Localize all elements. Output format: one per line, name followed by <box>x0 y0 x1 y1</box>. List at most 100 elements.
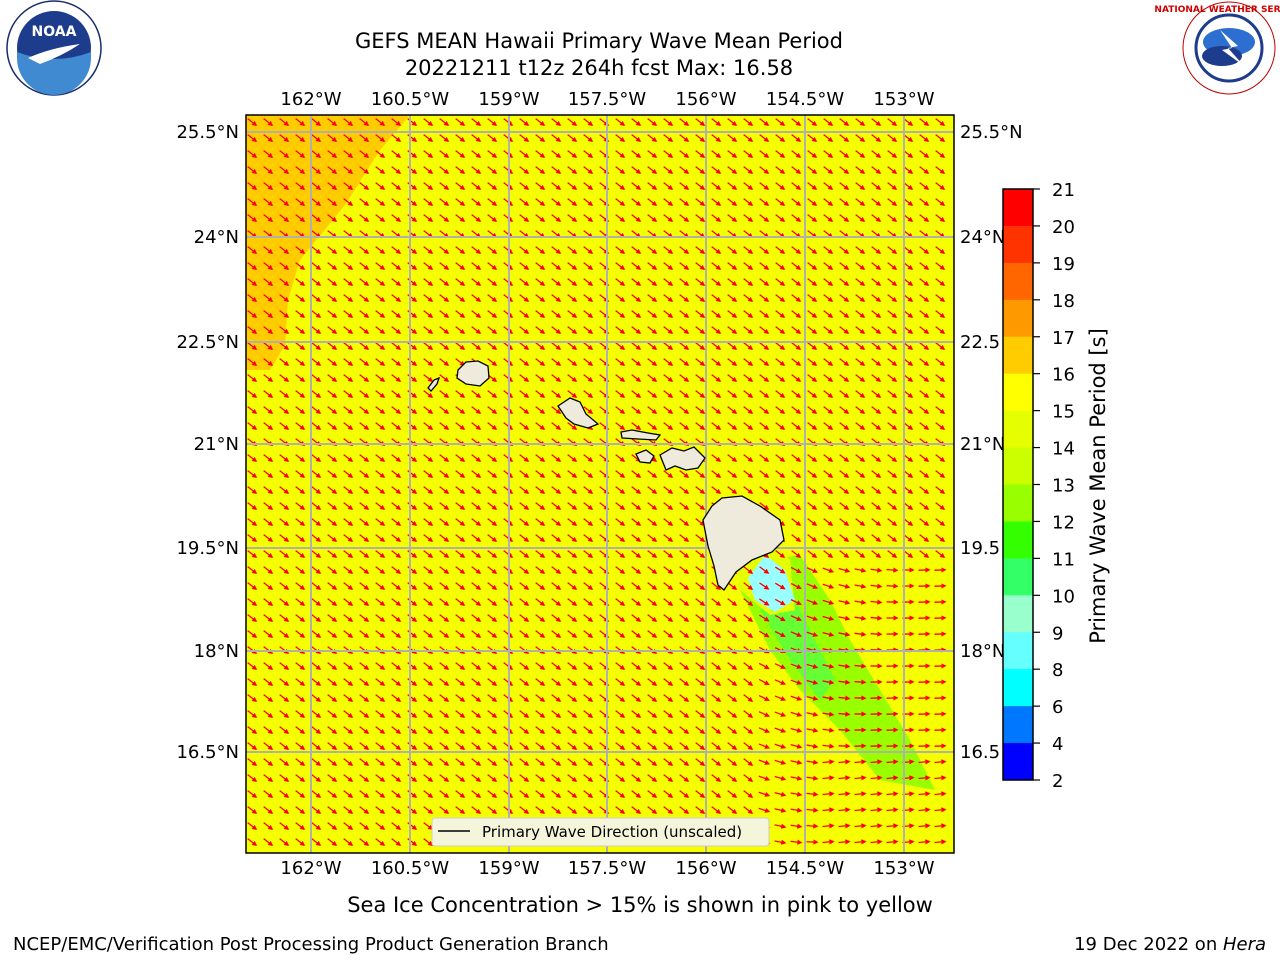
wave-arrow <box>807 262 818 271</box>
wave-arrow <box>311 198 322 207</box>
legend-label: Primary Wave Direction (unscaled) <box>482 823 742 841</box>
wave-arrow <box>247 150 258 159</box>
wave-arrow <box>711 182 722 191</box>
wave-arrow <box>775 214 786 223</box>
wave-arrow <box>775 246 786 255</box>
wave-arrow <box>359 182 370 191</box>
wave-arrow <box>903 342 914 351</box>
wave-arrow <box>871 310 882 319</box>
wave-arrow <box>679 182 690 191</box>
colorbar-band <box>1003 558 1033 596</box>
wave-arrow <box>615 262 626 271</box>
wave-arrow <box>935 294 946 303</box>
date-stamp: 19 Dec 2022 on <box>1074 934 1223 955</box>
wave-arrow <box>839 134 850 143</box>
wave-arrow <box>311 310 322 319</box>
wave-arrow <box>855 310 866 319</box>
wave-arrow <box>855 278 866 287</box>
wave-arrow <box>887 182 898 191</box>
wave-arrow <box>647 134 658 143</box>
wave-arrow <box>455 246 466 255</box>
wave-arrow <box>487 326 498 335</box>
wave-arrow <box>359 198 370 207</box>
wave-arrow <box>679 278 690 287</box>
wave-arrow <box>855 198 866 207</box>
wave-arrow <box>343 198 354 207</box>
lon-label-top: 154.5°W <box>766 89 845 110</box>
lat-label-right: 24°N <box>960 227 1005 248</box>
wave-arrow <box>647 342 658 351</box>
wave-arrow <box>519 326 530 335</box>
wave-arrow <box>838 727 851 733</box>
wave-arrow <box>935 342 946 351</box>
wave-arrow <box>807 278 818 287</box>
wave-arrow <box>663 150 674 159</box>
wave-arrow <box>391 214 402 223</box>
wave-arrow <box>263 198 274 207</box>
wave-arrow <box>247 278 258 287</box>
wave-arrow <box>759 342 770 351</box>
wave-arrow <box>886 567 899 573</box>
wave-arrow <box>375 150 386 159</box>
wave-arrow <box>327 358 338 367</box>
wave-arrow <box>727 294 738 303</box>
wave-arrow <box>551 214 562 223</box>
wave-arrow <box>279 198 290 207</box>
wave-arrow <box>903 182 914 191</box>
wave-arrow <box>903 294 914 303</box>
wave-arrow <box>391 358 402 367</box>
wave-arrow <box>375 326 386 335</box>
wave-arrow <box>327 214 338 223</box>
wave-arrow <box>583 134 594 143</box>
wave-arrow <box>663 342 674 351</box>
wave-arrow <box>343 358 354 367</box>
wave-arrow <box>807 326 818 335</box>
wave-arrow <box>663 214 674 223</box>
wave-arrow <box>871 118 882 127</box>
lon-label-top: 159°W <box>478 89 539 110</box>
wave-arrow <box>807 182 818 191</box>
wave-arrow <box>295 182 306 191</box>
wave-arrow <box>855 166 866 175</box>
wave-arrow <box>471 214 482 223</box>
wave-arrow <box>903 278 914 287</box>
wave-arrow <box>391 118 402 127</box>
wave-arrow <box>263 310 274 319</box>
wave-arrow <box>791 134 802 143</box>
wave-arrow <box>791 198 802 207</box>
wave-arrow <box>919 310 930 319</box>
wave-arrow <box>551 134 562 143</box>
wave-arrow <box>679 294 690 303</box>
wave-arrow <box>471 310 482 319</box>
wave-arrow <box>279 342 290 351</box>
wave-arrow <box>567 278 578 287</box>
wave-arrow <box>471 198 482 207</box>
wave-arrow <box>567 166 578 175</box>
wave-arrow <box>455 134 466 143</box>
wave-arrow <box>423 262 434 271</box>
wave-arrow <box>791 166 802 175</box>
wave-arrow <box>391 166 402 175</box>
colorbar-tick-label: 19 <box>1052 254 1075 275</box>
wave-arrow <box>695 198 706 207</box>
wave-arrow <box>279 358 290 367</box>
wave-arrow <box>343 246 354 255</box>
wave-arrow <box>631 310 642 319</box>
wave-arrow <box>935 182 946 191</box>
wave-arrow <box>775 278 786 287</box>
wave-arrow <box>903 326 914 335</box>
wave-arrow <box>343 294 354 303</box>
wave-arrow <box>359 262 370 271</box>
wave-arrow <box>615 310 626 319</box>
wave-arrow <box>807 134 818 143</box>
wave-arrow <box>279 262 290 271</box>
wave-arrow <box>439 310 450 319</box>
wave-arrow <box>615 118 626 127</box>
wave-arrow <box>391 342 402 351</box>
wave-arrow <box>887 278 898 287</box>
wave-arrow <box>663 198 674 207</box>
wave-arrow <box>295 278 306 287</box>
wave-arrow <box>695 134 706 143</box>
lat-label-left: 24°N <box>194 227 239 248</box>
wave-arrow <box>823 198 834 207</box>
